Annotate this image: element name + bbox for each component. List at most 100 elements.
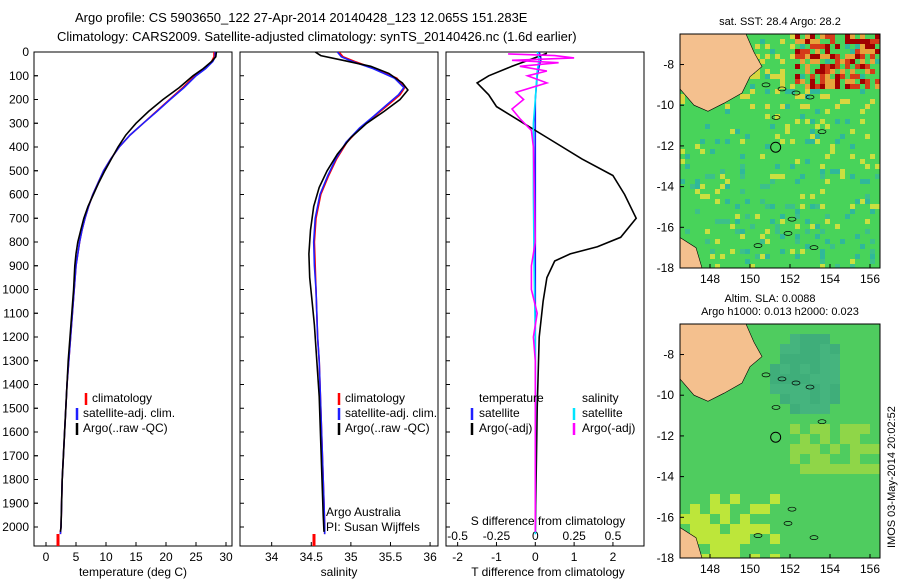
map-cell [740, 189, 745, 194]
map-cell [780, 69, 785, 74]
map-cell [705, 229, 710, 234]
map-cell [850, 444, 860, 454]
map-cell [820, 94, 825, 99]
map-cell [710, 534, 720, 544]
legend-label-t-argo: Argo(-adj) [479, 421, 532, 435]
map-cell [760, 239, 765, 244]
map-cell [740, 164, 745, 169]
salinity-panel [239, 51, 439, 547]
map-cell [800, 39, 805, 44]
map-y-tick-label: -16 [657, 220, 675, 234]
map-cell [750, 74, 755, 79]
map-cell [785, 89, 790, 94]
map-cell [820, 119, 825, 124]
map-cell [795, 214, 800, 219]
map-cell [785, 124, 790, 129]
map-cell [870, 59, 875, 64]
map-cell [750, 524, 760, 534]
map-cell [860, 74, 865, 79]
depth-tick-label: 100 [9, 69, 29, 83]
island [809, 245, 819, 251]
map-cell [790, 44, 795, 49]
map-cell [820, 164, 825, 169]
map-cell [815, 224, 820, 229]
map-cell [810, 79, 815, 84]
map-cell [835, 74, 840, 79]
map-cell [700, 194, 705, 199]
map-cell [825, 239, 830, 244]
map-cell [800, 404, 810, 414]
map-cell [810, 84, 815, 89]
map-cell [745, 199, 750, 204]
island [817, 129, 827, 135]
map-cell [680, 514, 690, 524]
map-cell [845, 64, 850, 69]
map-cell [840, 59, 845, 64]
sla-map-frame [679, 323, 881, 559]
map-cell [835, 59, 840, 64]
legend-label-satellite: satellite-adj. clim. [345, 406, 437, 420]
map-cell [730, 494, 740, 504]
temperature-lines [59, 52, 218, 535]
map-cell [720, 254, 725, 259]
map-cell [725, 139, 730, 144]
map-cell [700, 149, 705, 154]
map-cell [825, 94, 830, 99]
x-tick-label: 2 [610, 550, 617, 564]
map-cell [680, 149, 685, 154]
map-cell [845, 34, 850, 39]
s-tick-label: 0.25 [562, 529, 586, 543]
map-cell [765, 144, 770, 149]
map-cell [850, 204, 855, 209]
map-y-tick-label: -12 [657, 429, 675, 443]
map-cell [710, 554, 720, 558]
header-line-1: Argo profile: CS 5903650_122 27-Apr-2014… [75, 10, 528, 25]
map-cell [805, 64, 810, 69]
map-cell [745, 259, 750, 264]
map-cell [700, 554, 710, 558]
map-cell [780, 384, 790, 394]
map-cell [830, 384, 840, 394]
map-cell [845, 84, 850, 89]
map-cell [760, 524, 770, 534]
map-cell [810, 334, 820, 344]
map-cell [790, 139, 795, 144]
map-cell [815, 89, 820, 94]
map-cell [820, 454, 830, 464]
map-cell [830, 364, 840, 374]
map-cell [815, 44, 820, 49]
map-cell [825, 54, 830, 59]
map-cell [825, 34, 830, 39]
map-cell [795, 54, 800, 59]
map-cell [780, 249, 785, 254]
map-cell [720, 554, 730, 558]
map-cell [765, 184, 770, 189]
x-tick-label: 35 [344, 550, 358, 564]
land-new-guinea [680, 34, 763, 112]
map-cell [770, 374, 780, 384]
map-cell [815, 204, 820, 209]
map-cell [860, 199, 865, 204]
island [753, 243, 763, 248]
map-cell [770, 534, 780, 544]
map-cell [860, 424, 870, 434]
map-cell [860, 89, 865, 94]
map-cell [740, 94, 745, 99]
map-cell [740, 249, 745, 254]
map-cell [740, 174, 745, 179]
map-cell [800, 394, 810, 404]
map-cell [805, 69, 810, 74]
s-tick-label: 0 [532, 529, 539, 543]
map-cell [805, 219, 810, 224]
sst-map [680, 34, 880, 268]
s-tick-label: -0.25 [483, 529, 511, 543]
x-tick-label: 34.5 [300, 550, 324, 564]
map-cell [710, 544, 720, 554]
map-cell [720, 504, 730, 514]
map-cell [780, 219, 785, 224]
map-cell [810, 129, 815, 134]
map-cell [770, 204, 775, 209]
map-cell [780, 374, 790, 384]
annotation-argo-australia: Argo Australia [326, 505, 401, 519]
